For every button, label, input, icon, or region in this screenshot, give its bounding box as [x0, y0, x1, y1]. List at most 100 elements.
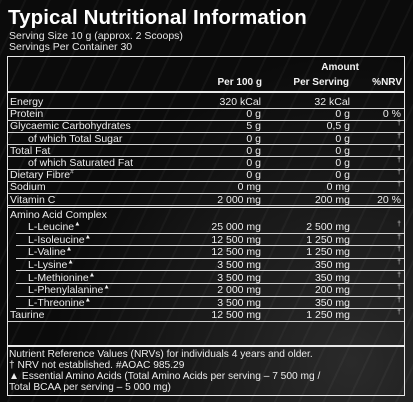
footnote-dagger: † NRV not established. #AOAC 985.29: [9, 360, 185, 371]
row-divider: [16, 245, 404, 247]
value-per-100g: 3 500 mg: [217, 271, 261, 284]
value-per-serving: 1 250 mg: [306, 309, 350, 322]
nutrient-row: Energy 320 kCal 32 kCal: [8, 96, 404, 109]
value-per-100g: 5 g: [246, 120, 261, 133]
value-per-100g: 0 g: [246, 169, 261, 182]
nutrient-row: L-Isoleucine▲ 12 500 mg 1 250 mg †: [8, 234, 404, 247]
nutrient-name: Protein: [10, 108, 43, 121]
row-divider: [16, 295, 404, 297]
row-divider: [8, 205, 404, 207]
value-per-serving: 350 mg: [314, 296, 350, 309]
value-per-serving: 0 mg: [326, 181, 350, 194]
nutrient-name-text: Glycaemic Carbohydrates: [10, 120, 131, 133]
nutrient-name-text: Dietary Fibre: [10, 169, 71, 182]
value-per-serving: 0 g: [335, 169, 350, 182]
row-divider: [8, 192, 404, 194]
value-per-100g: 12 500 mg: [211, 309, 261, 322]
value-nrv: †: [397, 309, 401, 317]
value-nrv: †: [397, 132, 401, 140]
nutrient-footnote-mark: ▲: [88, 271, 96, 278]
value-per-100g: 3 500 mg: [217, 296, 261, 309]
value-nrv: 20 %: [377, 193, 401, 206]
row-divider: [8, 131, 404, 133]
nutrient-row: of which Total Sugar 0 g 0 g †: [8, 133, 404, 146]
value-nrv: 0 %: [382, 108, 401, 121]
row-divider: [16, 283, 404, 284]
value-per-serving: 350 mg: [314, 258, 350, 271]
nutrient-name: Taurine: [10, 309, 44, 322]
section-rule: [8, 206, 404, 209]
nutrient-name: L-Isoleucine▲: [28, 234, 91, 247]
header-nrv: %NRV: [372, 77, 402, 88]
nutrient-footnote-mark: ▲: [74, 220, 81, 228]
row-divider: [8, 144, 404, 146]
nutrient-name: L-Threonine▲: [28, 296, 92, 310]
value-per-100g: 12 500 mg: [211, 246, 261, 259]
table-frame: [7, 56, 405, 396]
footnote-nrv: Nutrient Reference Values (NRVs) for ind…: [9, 349, 313, 360]
amino-acid-header: Amino Acid Complex: [8, 209, 404, 222]
nutrient-name: Total Fat: [10, 145, 50, 158]
nutrient-name-text: L-Valine: [28, 246, 66, 259]
nutrient-row: Vitamin C 2 000 mg 200 mg 20 %: [8, 194, 404, 207]
header-amount: Amount: [321, 62, 359, 73]
nutrient-footnote-mark: ▲: [67, 258, 74, 266]
value-per-100g: 0 g: [246, 132, 261, 145]
nutrient-footnote-mark: ▲: [103, 283, 110, 291]
row-divider: [16, 308, 404, 310]
nutrient-row: Protein 0 g 0 g 0 %: [8, 108, 404, 121]
value-nrv: †: [397, 169, 401, 177]
nutrient-name: L-Lysine▲: [28, 259, 74, 272]
nutrient-name: of which Total Sugar: [28, 133, 122, 146]
value-per-serving: 0 g: [335, 144, 350, 157]
nutrient-name: L-Methionine▲: [28, 271, 96, 285]
nutrient-name: Dietary Fibre#: [10, 169, 74, 182]
nutrient-name: L-Valine▲: [28, 246, 72, 259]
value-nrv: †: [397, 271, 401, 279]
value-nrv: †: [397, 120, 401, 128]
nutrient-row: Total Fat 0 g 0 g †: [8, 145, 404, 158]
value-per-serving: 2 500 mg: [306, 221, 350, 234]
nutrient-row: L-Methionine▲ 3 500 mg 350 mg †: [8, 271, 404, 285]
value-nrv: †: [397, 221, 401, 229]
amino-acid-header-text: Amino Acid Complex: [10, 208, 107, 221]
value-per-serving: 0 g: [335, 108, 350, 121]
nutrient-row: of which Saturated Fat 0 g 0 g †: [8, 157, 404, 170]
nutrient-row: Glycaemic Carbohydrates 5 g 0,5 g †: [8, 120, 404, 133]
nutrient-name-text: Total Fat: [10, 144, 51, 157]
nutrient-name: Vitamin C: [10, 194, 55, 207]
footnote-essential: ▲ Essential Amino Acids (Total Amino Aci…: [9, 371, 321, 382]
value-per-100g: 2 000 mg: [217, 284, 261, 297]
nutrient-footnote-mark: ▲: [65, 245, 73, 253]
row-divider: [16, 257, 404, 259]
header-per-serving: Per Serving: [293, 77, 349, 88]
nutrient-name-text: of which Total Sugar: [28, 132, 123, 145]
row-divider: [16, 270, 404, 272]
nutrient-name-text: L-Phenylalanine: [28, 284, 104, 297]
value-per-100g: 3 500 mg: [217, 258, 261, 271]
nutrient-name: of which Saturated Fat: [28, 157, 133, 170]
nutrient-footnote-mark: ▲: [84, 296, 92, 304]
value-nrv: †: [397, 258, 401, 266]
value-per-serving: 32 kCal: [314, 96, 350, 108]
serving-size: Serving Size 10 g (approx. 2 Scoops): [9, 30, 183, 42]
value-nrv: †: [397, 144, 401, 152]
value-per-serving: 0 g: [335, 157, 350, 169]
nutrient-row: Sodium 0 mg 0 mg †: [8, 181, 404, 194]
nutrient-name: Sodium: [10, 181, 46, 194]
nutrient-name: Energy: [10, 96, 43, 109]
row-divider: [8, 180, 404, 182]
value-nrv: †: [397, 233, 401, 241]
value-per-serving: 200 mg: [314, 193, 350, 206]
nutrient-row: Dietary Fibre# 0 g 0 g †: [8, 169, 404, 182]
nutrient-row: L-Threonine▲ 3 500 mg 350 mg †: [8, 296, 404, 310]
value-per-100g: 320 kCal: [219, 96, 261, 108]
value-per-serving: 1 250 mg: [306, 246, 350, 259]
nutrient-name: L-Leucine▲: [28, 221, 81, 234]
nutrient-name-text: L-Isoleucine: [28, 233, 85, 246]
value-per-100g: 0 g: [246, 157, 261, 169]
nutrient-row: Taurine 12 500 mg 1 250 mg †: [8, 309, 404, 322]
nutrient-name-text: L-Methionine: [28, 271, 89, 284]
